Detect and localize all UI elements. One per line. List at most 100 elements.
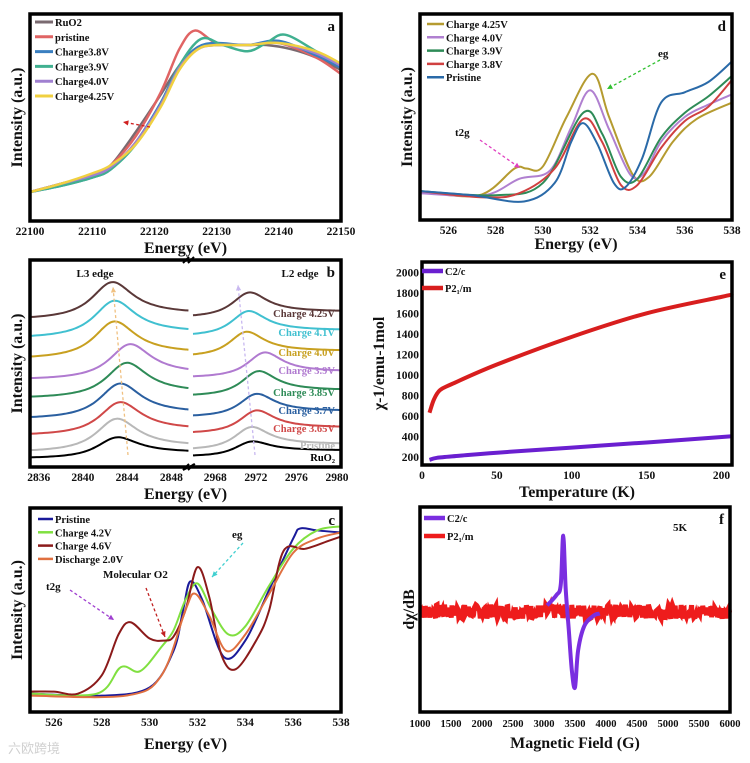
series-line xyxy=(192,351,341,378)
series-line xyxy=(30,417,189,452)
x-axis-label: Energy (eV) xyxy=(144,736,227,753)
series-line xyxy=(192,291,341,317)
legend-label: Charge 4.2V xyxy=(55,528,112,539)
x-tick-label: 2968 xyxy=(204,472,227,484)
legend-label: Charge3.8V xyxy=(55,48,109,59)
x-tick-label: 528 xyxy=(93,717,111,729)
eg-label: eg xyxy=(658,48,669,60)
x-tick-label: 2844 xyxy=(116,472,139,484)
series-label: Charge 4.0V xyxy=(278,348,335,359)
panel-a: 22100 22110 22120 22130 22140 22150 a Energy (e… xyxy=(9,12,356,257)
t2g-arrow-head xyxy=(514,162,520,168)
y-axis-label: Intensity (a.u.) xyxy=(9,67,26,167)
y-axis-label: Intensity (a.u.) xyxy=(9,560,26,660)
legend: C2/c P2₁/m xyxy=(424,514,474,543)
x-tick-label: 22110 xyxy=(78,226,106,238)
series-line xyxy=(419,72,733,198)
x-tick-label: 22140 xyxy=(264,226,293,238)
x-tick-label: 22100 xyxy=(16,226,45,238)
x-tick-label: 530 xyxy=(534,225,552,237)
legend-label: Charge4.25V xyxy=(55,92,115,103)
series-line xyxy=(29,41,342,194)
x-tick-label: 526 xyxy=(440,225,458,237)
x-tick-label: 4500 xyxy=(627,719,648,730)
eg-arrow xyxy=(211,542,244,578)
series-line xyxy=(30,320,189,358)
series-line xyxy=(30,401,189,435)
x-tick-label: 2000 xyxy=(472,719,493,730)
legend: RuO2 pristine Charge3.8V Charge3.9V Charge4.… xyxy=(35,18,115,103)
y-axis-label: Intensity (a.u.) xyxy=(9,313,26,413)
x-tick-label: 100 xyxy=(563,470,581,482)
y-tick-label: 400 xyxy=(402,431,420,443)
x-tick-label: 2836 xyxy=(27,472,50,484)
series-line xyxy=(417,596,732,627)
x-tick-label: 2980 xyxy=(325,472,348,484)
y-tick-label: 600 xyxy=(402,411,420,423)
t2g-label: t2g xyxy=(455,127,470,139)
x-tick-label: 536 xyxy=(285,717,303,729)
legend: C2/c P2₁/m xyxy=(422,267,472,295)
legend: Charge 4.25V Charge 4.0V Charge 3.9V Charge… xyxy=(427,20,508,84)
y-tick-label: 200 xyxy=(402,452,420,464)
series-line xyxy=(192,425,341,450)
x-tick-label: 532 xyxy=(582,225,600,237)
x-axis-label: Energy (eV) xyxy=(144,240,227,257)
x-tick-label: 150 xyxy=(638,470,656,482)
x-tick-label: 22150 xyxy=(327,226,356,238)
series-line xyxy=(192,370,341,396)
axis-break-mark xyxy=(182,463,196,471)
series-line xyxy=(192,310,341,335)
legend-label: C2/c xyxy=(447,514,468,525)
eg-arrow xyxy=(606,59,661,90)
x-tick-label: 6000 xyxy=(720,719,741,730)
plot-frame xyxy=(28,12,343,223)
x-tick-label: 534 xyxy=(629,225,647,237)
t2g-label: t2g xyxy=(46,581,61,593)
legend-label: Discharge 2.0V xyxy=(55,555,124,566)
panel-b: 2836 2840 2844 2848 L3 edge 2968 2972 2976 2980 L… xyxy=(9,256,349,503)
x-tick-label: 3000 xyxy=(534,719,555,730)
series-line xyxy=(30,281,189,319)
series-line xyxy=(30,436,189,459)
plot-frame xyxy=(420,260,734,467)
legend-label: C2/c xyxy=(445,267,466,278)
x-tick-label: 22120 xyxy=(140,226,169,238)
series-line xyxy=(30,382,189,419)
series-label: Charge 3.7V xyxy=(278,406,335,417)
y-tick-label: 1800 xyxy=(396,288,419,300)
eg-label: eg xyxy=(232,529,243,541)
series-line xyxy=(428,434,733,462)
panel-label: b xyxy=(327,265,335,281)
x-axis-label: Energy (eV) xyxy=(534,236,617,253)
series-line xyxy=(419,79,733,199)
legend-label: Charge 4.0V xyxy=(446,33,503,44)
series-line xyxy=(419,89,733,198)
x-tick-label: 530 xyxy=(141,717,159,729)
y-axis-label: dχ/dB xyxy=(401,589,418,630)
series-label: Charge 3.9V xyxy=(278,366,335,377)
x-tick-label: 50 xyxy=(491,470,503,482)
legend-label: Charge4.0V xyxy=(55,77,109,88)
series-line xyxy=(29,531,342,699)
panel-label: f xyxy=(719,512,725,528)
series-line xyxy=(545,533,601,691)
x-tick-label: 532 xyxy=(189,717,207,729)
panel-label: a xyxy=(328,19,336,35)
series-line xyxy=(30,361,189,398)
series-line xyxy=(29,525,342,697)
x-tick-label: 3500 xyxy=(565,719,586,730)
x-tick-label: 2500 xyxy=(503,719,524,730)
series-line xyxy=(30,343,189,380)
x-tick-label: 538 xyxy=(332,717,350,729)
legend-label: pristine xyxy=(55,33,90,44)
x-axis-label: Temperature (K) xyxy=(519,484,635,501)
x-axis-label: Energy (eV) xyxy=(144,486,227,503)
edge-title: L2 edge xyxy=(282,268,319,280)
legend-label: Charge 3.8V xyxy=(446,60,503,71)
x-tick-label: 538 xyxy=(723,225,741,237)
panel-label: e xyxy=(719,267,726,283)
x-tick-label: 534 xyxy=(237,717,255,729)
x-tick-label: 1500 xyxy=(441,719,462,730)
